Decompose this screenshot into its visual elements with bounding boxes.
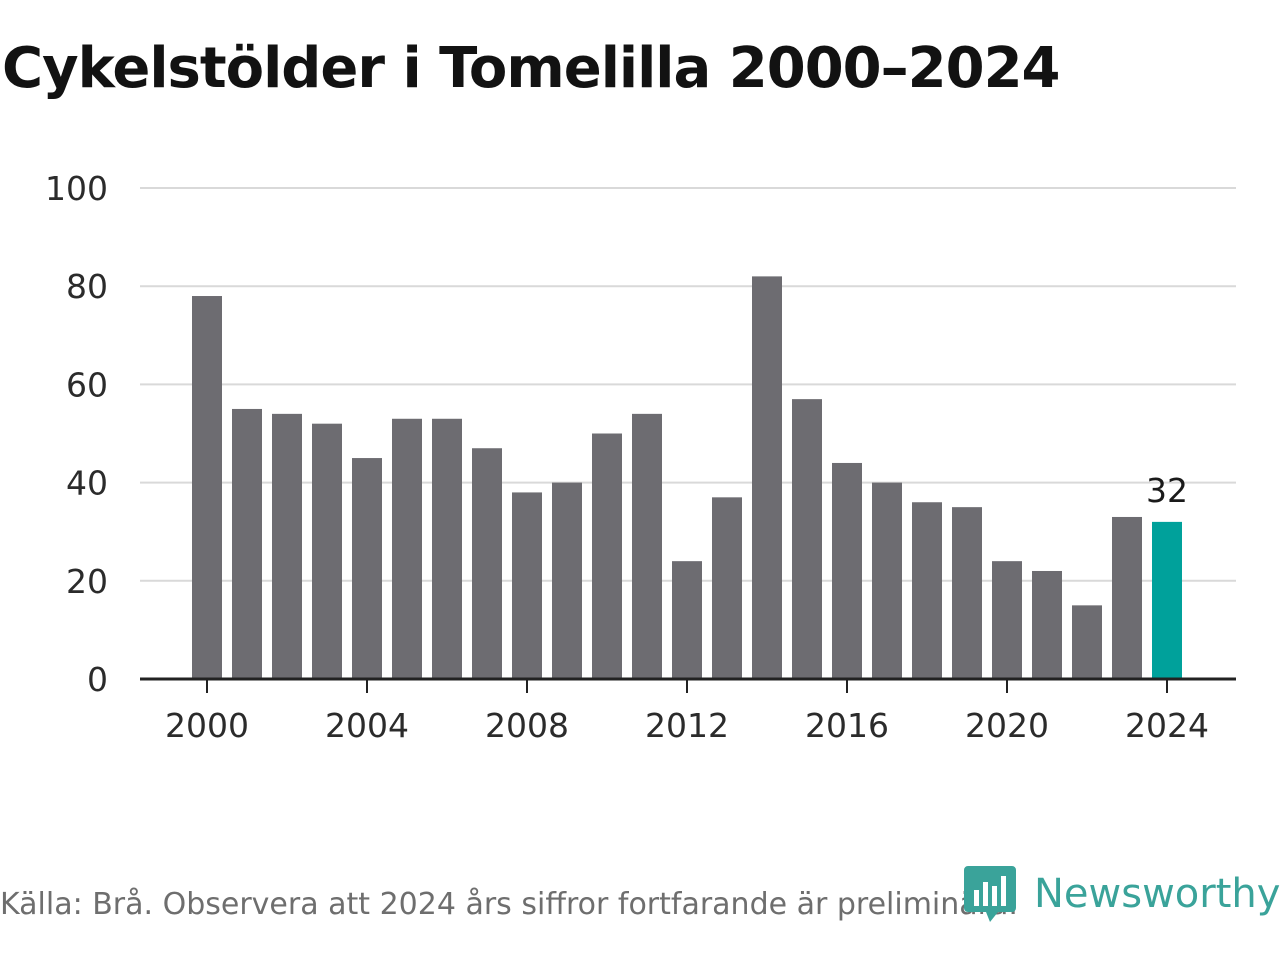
gridlines bbox=[140, 187, 1236, 582]
bar-2013 bbox=[712, 497, 742, 679]
y-tick-label-20: 20 bbox=[66, 562, 108, 601]
bar-2003 bbox=[312, 423, 342, 679]
x-tick-label-2016: 2016 bbox=[805, 706, 889, 745]
y-tick-label-80: 80 bbox=[66, 267, 108, 306]
bar-2004 bbox=[352, 458, 382, 679]
chart-title: Cykelstölder i Tomelilla 2000–2024 bbox=[2, 36, 1061, 101]
bar-2010 bbox=[592, 433, 622, 679]
bars bbox=[192, 276, 1182, 679]
bar-2024 bbox=[1152, 521, 1182, 679]
y-tick-label-60: 60 bbox=[66, 365, 108, 404]
bar-2017 bbox=[872, 482, 902, 679]
bar-2021 bbox=[1032, 570, 1062, 679]
bar-2007 bbox=[472, 448, 502, 679]
bar-2020 bbox=[992, 561, 1022, 679]
x-tick-label-2000: 2000 bbox=[165, 706, 249, 745]
bar-2000 bbox=[192, 296, 222, 679]
bar-chart: 0 20 40 60 80 100 32 2000 2004 2008 2012 2016 2020 20… bbox=[45, 169, 1236, 745]
newsworthy-logo-text: Newsworthy bbox=[1034, 871, 1280, 917]
x-tick-label-2024: 2024 bbox=[1125, 706, 1209, 745]
bar-2015 bbox=[792, 399, 822, 679]
bar-2014 bbox=[752, 276, 782, 679]
bar-2009 bbox=[552, 482, 582, 679]
bar-2001 bbox=[232, 408, 262, 679]
bar-2008 bbox=[512, 492, 542, 679]
bar-2011 bbox=[632, 413, 662, 679]
bar-2002 bbox=[272, 413, 302, 679]
x-tick-label-2008: 2008 bbox=[485, 706, 569, 745]
bar-2019 bbox=[952, 507, 982, 679]
highlight-value-label: 32 bbox=[1146, 471, 1188, 510]
bar-2018 bbox=[912, 502, 942, 679]
bar-2022 bbox=[1072, 605, 1102, 679]
newsworthy-logo-icon bbox=[964, 866, 1016, 922]
labels: 0 20 40 60 80 100 32 2000 2004 2008 2012 2016 2020 20… bbox=[45, 169, 1209, 745]
newsworthy-logo[interactable]: Newsworthy bbox=[964, 864, 1280, 924]
y-tick-label-100: 100 bbox=[45, 169, 108, 208]
x-tick-label-2012: 2012 bbox=[645, 706, 729, 745]
bar-2012 bbox=[672, 561, 702, 679]
y-tick-label-0: 0 bbox=[87, 660, 108, 699]
axes bbox=[140, 677, 1236, 693]
bar-2006 bbox=[432, 418, 462, 679]
bar-2023 bbox=[1112, 516, 1142, 679]
x-tick-label-2004: 2004 bbox=[325, 706, 409, 745]
x-tick-label-2020: 2020 bbox=[965, 706, 1049, 745]
bar-2005 bbox=[392, 418, 422, 679]
source-note: Källa: Brå. Observera att 2024 års siffr… bbox=[0, 887, 1018, 922]
y-tick-label-40: 40 bbox=[66, 464, 108, 503]
bar-2016 bbox=[832, 462, 862, 679]
